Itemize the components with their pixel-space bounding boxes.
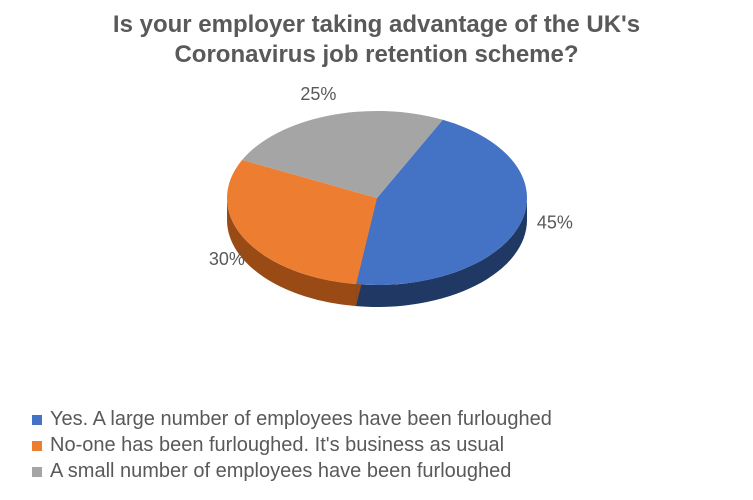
legend-item: No-one has been furloughed. It's busines… <box>32 434 733 457</box>
legend-swatch <box>32 467 42 477</box>
slice-label: 30% <box>208 249 244 269</box>
legend: Yes. A large number of employees have be… <box>32 405 733 486</box>
pie-chart: 45% 30% 25% <box>0 76 753 352</box>
legend-swatch <box>32 415 42 425</box>
legend-label: No-one has been furloughed. It's busines… <box>50 434 504 457</box>
legend-item: A small number of employees have been fu… <box>32 460 733 483</box>
chart-title: Is your employer taking advantage of the… <box>0 0 753 70</box>
legend-label: A small number of employees have been fu… <box>50 460 511 483</box>
legend-label: Yes. A large number of employees have be… <box>50 408 552 431</box>
slice-label: 45% <box>536 212 572 232</box>
legend-swatch <box>32 441 42 451</box>
slice-label: 25% <box>300 84 336 104</box>
legend-item: Yes. A large number of employees have be… <box>32 408 733 431</box>
